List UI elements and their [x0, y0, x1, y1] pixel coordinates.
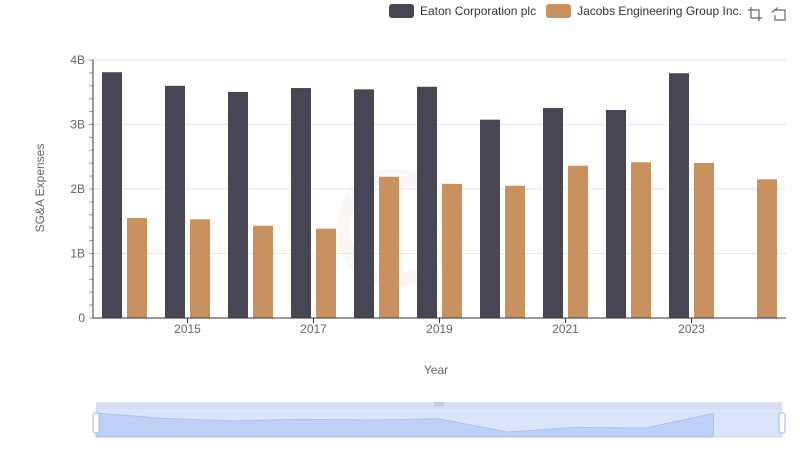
- restore-icon[interactable]: [771, 6, 787, 22]
- slider-right-handle[interactable]: [778, 412, 786, 434]
- x-tick-label: 2019: [426, 322, 453, 336]
- bar-series: [102, 72, 777, 319]
- bar-jacobs-2022[interactable]: [631, 162, 651, 318]
- legend-swatch-eaton: [389, 4, 414, 18]
- legend-item-jacobs[interactable]: Jacobs Engineering Group Inc.: [546, 4, 742, 18]
- slider-left-handle[interactable]: [92, 412, 100, 434]
- slider-move-handle[interactable]: [434, 402, 444, 407]
- bar-jacobs-2020[interactable]: [505, 185, 525, 318]
- datazoom-slider[interactable]: [92, 402, 786, 438]
- x-tick-label: 2021: [552, 322, 579, 336]
- bar-jacobs-2024[interactable]: [757, 179, 777, 318]
- y-tick-label: 4B: [70, 53, 85, 67]
- bar-jacobs-2019[interactable]: [442, 183, 462, 318]
- bar-eaton-2016[interactable]: [228, 91, 248, 319]
- bar-eaton-2018[interactable]: [354, 89, 374, 318]
- legend-swatch-jacobs: [546, 4, 572, 18]
- legend-item-eaton[interactable]: Eaton Corporation plc: [389, 4, 536, 18]
- bar-jacobs-2017[interactable]: [316, 228, 336, 318]
- bar-jacobs-2021[interactable]: [568, 165, 588, 318]
- x-tick-label: 2017: [300, 322, 327, 336]
- bar-jacobs-2016[interactable]: [253, 225, 273, 318]
- bar-jacobs-2014[interactable]: [127, 218, 147, 318]
- y-axis-label: SG&A Expenses: [33, 144, 47, 233]
- y-tick-label: 1B: [70, 247, 85, 261]
- slider-preview-area: [95, 412, 714, 438]
- x-axis-label: Year: [424, 363, 448, 377]
- bar-eaton-2022[interactable]: [606, 109, 626, 318]
- y-tick-label: 0: [78, 311, 85, 325]
- slider-selection: [96, 408, 782, 437]
- bar-eaton-2015[interactable]: [165, 85, 185, 318]
- bar-eaton-2020[interactable]: [480, 119, 500, 318]
- y-tick-label: 2B: [70, 182, 85, 196]
- bar-jacobs-2023[interactable]: [694, 162, 714, 318]
- bar-jacobs-2018[interactable]: [379, 176, 399, 318]
- x-tick-label: 2023: [678, 322, 705, 336]
- legend-label-eaton: Eaton Corporation plc: [420, 4, 537, 18]
- zoom-icon[interactable]: [747, 6, 763, 22]
- bar-eaton-2023[interactable]: [669, 73, 689, 318]
- x-tick-label: 2015: [174, 322, 201, 336]
- chart-legend: Eaton Corporation plc Jacobs Engineering…: [389, 4, 742, 18]
- axes: 0 1B 2B 3B 4B 2015 2017 2019 2021 2023: [70, 53, 786, 336]
- toolbox: [747, 6, 787, 22]
- bar-eaton-2021[interactable]: [543, 108, 563, 319]
- bar-eaton-2014[interactable]: [102, 72, 122, 318]
- legend-label-jacobs: Jacobs Engineering Group Inc.: [577, 4, 742, 18]
- bar-eaton-2019[interactable]: [417, 86, 437, 318]
- bar-jacobs-2015[interactable]: [190, 219, 210, 318]
- bar-eaton-2017[interactable]: [291, 88, 311, 319]
- y-tick-label: 3B: [70, 118, 85, 132]
